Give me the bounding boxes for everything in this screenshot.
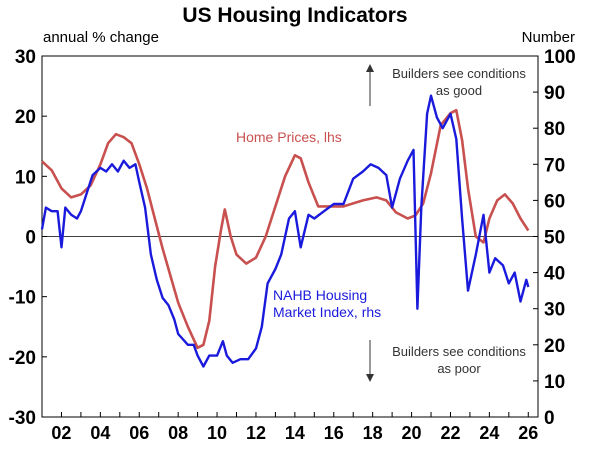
right-tick-label: 70 bbox=[544, 155, 565, 176]
right-tick-label: 100 bbox=[544, 47, 576, 68]
x-tick-label: 22 bbox=[440, 423, 460, 443]
x-axis: 02 04 06 08 10 12 14 16 18 20 22 24 26 bbox=[41, 412, 538, 443]
left-tick-label: -30 bbox=[9, 408, 36, 429]
nahb-label-line1: NAHB Housing bbox=[273, 287, 367, 303]
nahb-label-line2: Market Index, rhs bbox=[273, 304, 381, 320]
annotation-good-line1: Builders see conditions bbox=[392, 66, 526, 81]
x-tick-label: 02 bbox=[51, 423, 71, 443]
right-tick-label: 50 bbox=[544, 228, 565, 249]
x-tick-label: 16 bbox=[324, 423, 344, 443]
left-tick-label: -10 bbox=[9, 288, 36, 309]
right-tick-label: 10 bbox=[544, 372, 565, 393]
left-tick-label: 10 bbox=[15, 167, 36, 188]
left-tick-label: 0 bbox=[25, 228, 36, 249]
left-tick-label: 30 bbox=[15, 47, 36, 68]
annotation-poor-line2: as poor bbox=[437, 361, 481, 376]
right-tick-label: 90 bbox=[544, 83, 565, 104]
up-arrow-head bbox=[366, 64, 374, 72]
annotation-poor-line1: Builders see conditions bbox=[392, 344, 526, 359]
right-tick-label: 0 bbox=[544, 408, 555, 429]
left-tick-label: 20 bbox=[15, 107, 36, 128]
x-tick-label: 06 bbox=[129, 423, 149, 443]
right-tick-label: 30 bbox=[544, 300, 565, 321]
down-arrow-head bbox=[366, 374, 374, 382]
right-tick-label: 80 bbox=[544, 119, 565, 140]
annotation-good-line2: as good bbox=[436, 83, 482, 98]
chart-title: US Housing Indicators bbox=[182, 4, 407, 27]
x-tick-label: 12 bbox=[246, 423, 266, 443]
x-tick-label: 08 bbox=[168, 423, 188, 443]
x-tick-label: 20 bbox=[402, 423, 422, 443]
right-tick-label: 60 bbox=[544, 191, 565, 212]
left-tick-label: -20 bbox=[9, 348, 36, 369]
right-axis-label: Number bbox=[522, 29, 575, 46]
right-tick-label: 40 bbox=[544, 264, 565, 285]
x-tick-label: 10 bbox=[207, 423, 227, 443]
x-tick-label: 24 bbox=[479, 423, 499, 443]
left-axis: 30 20 10 0 -10 -20 -30 bbox=[9, 47, 47, 429]
left-axis-label: annual % change bbox=[43, 29, 159, 46]
home-prices-label: Home Prices, lhs bbox=[236, 129, 342, 145]
x-tick-label: 04 bbox=[90, 423, 110, 443]
home-prices-line bbox=[41, 108, 530, 350]
right-tick-label: 20 bbox=[544, 336, 565, 357]
x-tick-label: 14 bbox=[285, 423, 305, 443]
nahb-index-line bbox=[40, 94, 530, 368]
x-tick-label: 26 bbox=[518, 423, 538, 443]
series-layer bbox=[40, 94, 530, 368]
x-tick-label: 18 bbox=[363, 423, 383, 443]
